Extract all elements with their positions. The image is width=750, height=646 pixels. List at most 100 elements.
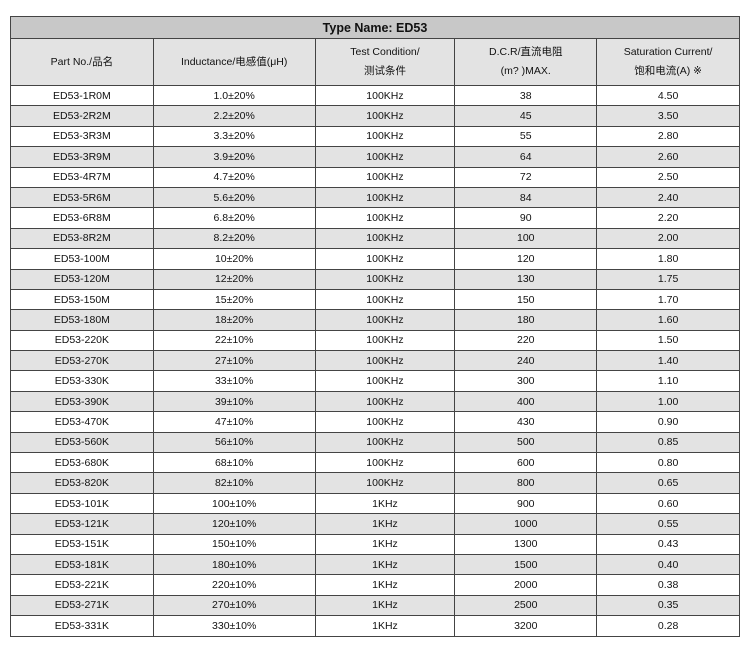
cell-test-condition: 1KHz	[314, 492, 456, 515]
cell-saturation-current: 0.35	[596, 594, 740, 617]
cell-dcr: 90	[454, 207, 598, 229]
cell-dcr: 2500	[454, 594, 598, 617]
cell-test-condition: 100KHz	[314, 105, 456, 127]
cell-saturation-current: 1.75	[596, 268, 740, 290]
cell-test-condition: 100KHz	[314, 268, 456, 290]
header-line: 测试条件	[363, 65, 406, 77]
cell-part-no: ED53-3R9M	[10, 146, 154, 168]
cell-inductance: 270±10%	[152, 594, 316, 617]
cell-inductance: 120±10%	[152, 513, 316, 535]
table-row: ED53-5R6M 5.6±20% 100KHz 84 2.40	[10, 186, 740, 209]
table-row: ED53-150M 15±20% 100KHz 150 1.70	[10, 288, 740, 311]
cell-part-no: ED53-120M	[10, 268, 154, 290]
table-row: ED53-180M 18±20% 100KHz 180 1.60	[10, 309, 740, 331]
cell-part-no: ED53-2R2M	[10, 105, 154, 127]
table-row: ED53-390K 39±10% 100KHz 400 1.00	[10, 390, 740, 413]
cell-part-no: ED53-221K	[10, 574, 154, 596]
cell-inductance: 3.9±20%	[152, 146, 316, 168]
cell-dcr: 800	[454, 472, 598, 494]
cell-part-no: ED53-5R6M	[10, 186, 154, 209]
cell-test-condition: 100KHz	[314, 125, 456, 148]
cell-part-no: ED53-390K	[10, 390, 154, 413]
table-row: ED53-151K 150±10% 1KHz 1300 0.43	[10, 533, 740, 555]
cell-saturation-current: 0.90	[596, 411, 740, 433]
cell-test-condition: 100KHz	[314, 411, 456, 433]
cell-saturation-current: 2.40	[596, 186, 740, 209]
cell-saturation-current: 1.60	[596, 309, 740, 331]
table-row: ED53-6R8M 6.8±20% 100KHz 90 2.20	[10, 207, 740, 229]
cell-dcr: 120	[454, 248, 598, 270]
cell-inductance: 1.0±20%	[152, 84, 316, 107]
table-row: ED53-3R9M 3.9±20% 100KHz 64 2.60	[10, 146, 740, 168]
cell-inductance: 56±10%	[152, 431, 316, 454]
cell-inductance: 39±10%	[152, 390, 316, 413]
cell-dcr: 72	[454, 166, 598, 188]
cell-part-no: ED53-100M	[10, 248, 154, 270]
cell-part-no: ED53-4R7M	[10, 166, 154, 188]
cell-dcr: 38	[454, 84, 598, 107]
cell-dcr: 55	[454, 125, 598, 148]
cell-test-condition: 100KHz	[314, 452, 456, 474]
cell-inductance: 82±10%	[152, 472, 316, 494]
table-row: ED53-1R0M 1.0±20% 100KHz 38 4.50	[10, 84, 740, 107]
cell-dcr: 220	[454, 329, 598, 352]
cell-saturation-current: 2.50	[596, 166, 740, 188]
cell-part-no: ED53-560K	[10, 431, 154, 454]
cell-inductance: 180±10%	[152, 553, 316, 576]
cell-saturation-current: 4.50	[596, 84, 740, 107]
header-part-no: Part No./品名	[10, 38, 154, 86]
cell-dcr: 1300	[454, 533, 598, 555]
cell-dcr: 240	[454, 350, 598, 372]
cell-saturation-current: 2.60	[596, 146, 740, 168]
header-line: D.C.R/直流电阻	[489, 46, 563, 58]
table-row: ED53-820K 82±10% 100KHz 800 0.65	[10, 472, 740, 494]
table-row: ED53-221K 220±10% 1KHz 2000 0.38	[10, 574, 740, 596]
cell-inductance: 8.2±20%	[152, 227, 316, 250]
cell-part-no: ED53-3R3M	[10, 125, 154, 148]
table-row: ED53-181K 180±10% 1KHz 1500 0.40	[10, 553, 740, 576]
cell-saturation-current: 0.28	[596, 615, 740, 637]
table-row: ED53-120M 12±20% 100KHz 130 1.75	[10, 268, 740, 290]
cell-saturation-current: 1.80	[596, 248, 740, 270]
cell-test-condition: 100KHz	[314, 84, 456, 107]
cell-inductance: 330±10%	[152, 615, 316, 637]
cell-dcr: 1000	[454, 513, 598, 535]
cell-dcr: 2000	[454, 574, 598, 596]
table-row: ED53-330K 33±10% 100KHz 300 1.10	[10, 370, 740, 392]
cell-part-no: ED53-271K	[10, 594, 154, 617]
cell-saturation-current: 1.70	[596, 288, 740, 311]
cell-test-condition: 1KHz	[314, 615, 456, 637]
cell-test-condition: 100KHz	[314, 166, 456, 188]
cell-saturation-current: 0.80	[596, 452, 740, 474]
cell-part-no: ED53-680K	[10, 452, 154, 474]
cell-inductance: 68±10%	[152, 452, 316, 474]
cell-inductance: 150±10%	[152, 533, 316, 555]
header-line: Test Condition/	[350, 46, 420, 58]
cell-saturation-current: 0.65	[596, 472, 740, 494]
cell-test-condition: 100KHz	[314, 350, 456, 372]
cell-inductance: 3.3±20%	[152, 125, 316, 148]
cell-test-condition: 100KHz	[314, 431, 456, 454]
cell-test-condition: 100KHz	[314, 288, 456, 311]
cell-test-condition: 1KHz	[314, 594, 456, 617]
cell-dcr: 45	[454, 105, 598, 127]
cell-test-condition: 1KHz	[314, 513, 456, 535]
table-row: ED53-121K 120±10% 1KHz 1000 0.55	[10, 513, 740, 535]
table-row: ED53-470K 47±10% 100KHz 430 0.90	[10, 411, 740, 433]
cell-part-no: ED53-331K	[10, 615, 154, 637]
cell-dcr: 150	[454, 288, 598, 311]
cell-part-no: ED53-151K	[10, 533, 154, 555]
cell-inductance: 220±10%	[152, 574, 316, 596]
header-inductance: Inductance/电感值(μH)	[152, 38, 316, 86]
cell-part-no: ED53-330K	[10, 370, 154, 392]
cell-test-condition: 100KHz	[314, 186, 456, 209]
cell-inductance: 12±20%	[152, 268, 316, 290]
cell-dcr: 64	[454, 146, 598, 168]
cell-inductance: 4.7±20%	[152, 166, 316, 188]
spec-table: Type Name: ED53 Part No./品名 Inductance/电…	[10, 16, 740, 637]
cell-dcr: 100	[454, 227, 598, 250]
cell-dcr: 1500	[454, 553, 598, 576]
table-row: ED53-331K 330±10% 1KHz 3200 0.28	[10, 615, 740, 637]
cell-saturation-current: 0.43	[596, 533, 740, 555]
cell-part-no: ED53-470K	[10, 411, 154, 433]
